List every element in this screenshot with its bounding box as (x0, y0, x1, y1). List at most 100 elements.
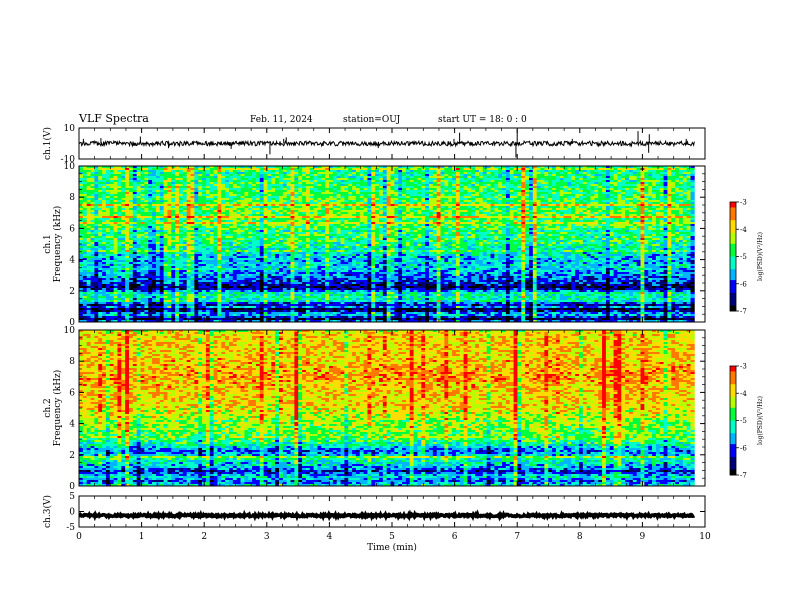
spectrogram-1-cell (494, 166, 499, 169)
spectrogram-1-cell (336, 190, 341, 193)
spectrogram-1-cell (225, 210, 230, 213)
spectrogram-1-cell (402, 172, 407, 175)
spectrogram-1-cell (244, 168, 249, 171)
spectrogram-1-cell (463, 222, 468, 225)
spectrogram-1-cell (578, 222, 584, 225)
spectrogram-1-cell (482, 218, 488, 221)
spectrogram-1-cell (428, 170, 434, 173)
spectrogram-1-cell (425, 184, 430, 187)
spectrogram-1-cell (236, 174, 241, 177)
spectrogram-1-cell (132, 196, 138, 199)
spectrogram-1-cell (244, 200, 249, 203)
spectrogram-1-cell (378, 204, 384, 207)
spectrogram-1-cell (321, 206, 326, 209)
spectrogram-1-cell (598, 218, 603, 221)
spectrogram-1-cell (682, 198, 688, 201)
spectrogram-1-cell (325, 208, 330, 211)
spectrogram-1-cell (467, 204, 472, 207)
spectrogram-1-cell (536, 222, 541, 225)
spectrogram-1-cell (232, 166, 238, 169)
spectrogram-1-cell (502, 226, 507, 229)
spectrogram-1-cell (271, 206, 276, 209)
spectrogram-1-cell (505, 212, 511, 215)
spectrogram-1-cell (209, 180, 214, 183)
spectrogram-1-cell (490, 192, 495, 195)
spectrogram-1-cell (105, 174, 111, 177)
spectrogram-1-cell (278, 202, 284, 205)
spectrogram-1-cell (428, 168, 434, 171)
spectrogram-1-cell (471, 188, 476, 191)
spectrogram-1-cell (690, 194, 695, 197)
spectrogram-1-cell (140, 198, 145, 201)
spectrogram-1-cell (640, 182, 645, 185)
spectrogram-1-cell (148, 180, 153, 183)
spectrogram-1-cell (363, 172, 368, 175)
spectrogram-1-cell (209, 186, 214, 189)
spectrogram-1-cell (636, 208, 641, 211)
spectrogram-1-cell (655, 222, 661, 225)
spectrogram-1-cell (444, 190, 449, 193)
spectrogram-1-cell (167, 182, 172, 185)
spectrogram-1-cell (682, 174, 688, 177)
spectrogram-1-cell (340, 224, 345, 227)
spectrogram-1-cell (521, 224, 526, 227)
spectrogram-1-cell (302, 214, 307, 217)
spectrogram-1-cell (552, 170, 557, 173)
spectrogram-1-cell (278, 188, 284, 191)
spectrogram-1-cell (682, 172, 688, 175)
spectrogram-1-cell (482, 188, 488, 191)
spectrogram-1-cell (125, 214, 130, 217)
spectrogram-1-cell (405, 174, 411, 177)
spectrogram-1-cell (413, 202, 418, 205)
spectrogram-1-cell (605, 172, 611, 175)
spectrogram-1-cell (298, 170, 303, 173)
spectrogram-1-cell (355, 216, 361, 219)
spectrogram-1-cell (302, 210, 307, 213)
spectrogram-1-cell (463, 200, 468, 203)
spectrogram-1-cell (98, 226, 103, 229)
spectrogram-1-cell (94, 212, 99, 215)
spectrogram-1-cell (421, 180, 426, 183)
spectrogram-1-cell (240, 212, 245, 215)
spectrogram-1-cell (198, 200, 203, 203)
spectrogram-1-cell (340, 172, 345, 175)
spectrogram-1-cell (432, 204, 438, 207)
spectrogram-1-cell (294, 174, 299, 177)
spectrogram-1-cell (425, 168, 430, 171)
spectrogram-1-cell (271, 190, 276, 193)
spectrogram-1-cell (136, 212, 141, 215)
spectrogram-1-cell (628, 218, 634, 221)
spectrogram-1-cell (378, 210, 384, 213)
spectrogram-1-cell (505, 206, 511, 209)
spectrogram-1-cell (109, 182, 114, 185)
spectrogram-1-cell (417, 166, 422, 169)
spectrogram-1-cell (252, 204, 257, 207)
spectrogram-1-cell (244, 190, 249, 193)
spectrogram-1-cell (105, 208, 111, 211)
spectrogram-1-cell (317, 214, 322, 217)
spectrogram-1-cell (605, 226, 611, 229)
spectrogram-1-cell (175, 180, 180, 183)
spectrogram-1-cell (290, 224, 295, 227)
spectrogram-1-cell (544, 222, 549, 225)
spectrogram-1-cell (355, 196, 361, 199)
spectrogram-1-cell (252, 190, 257, 193)
spectrogram-1-cell (155, 210, 161, 213)
spectrogram-1-cell (175, 202, 180, 205)
spectrogram-1-cell (625, 172, 630, 175)
spectrogram-1-cell (644, 178, 649, 181)
spectrogram-1-cell (652, 186, 657, 189)
spectrogram-1-cell (628, 178, 634, 181)
spectrogram-1-cell (305, 184, 311, 187)
spectrogram-1-cell (167, 190, 172, 193)
spectrogram-1-cell (336, 220, 341, 223)
spectrogram-1-cell (375, 222, 380, 225)
spectrogram-1-cell (667, 172, 672, 175)
spectrogram-1-cell (317, 220, 322, 223)
spectrogram-1-cell (459, 172, 464, 175)
spectrogram-1-cell (194, 206, 199, 209)
spectrogram-1-cell (340, 206, 345, 209)
spectrogram-1-cell (505, 224, 511, 227)
spectrogram-1-cell (540, 222, 545, 225)
spectrogram-1-cell (363, 206, 368, 209)
